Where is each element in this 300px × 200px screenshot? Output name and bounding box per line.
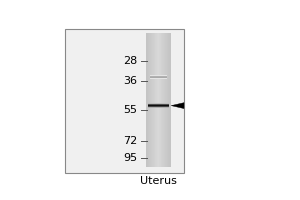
Bar	[167, 33, 168, 167]
Bar	[163, 33, 164, 167]
Bar	[150, 75, 167, 76]
Bar	[152, 33, 153, 167]
Bar	[169, 33, 171, 167]
Bar	[163, 33, 164, 167]
Bar	[148, 103, 169, 104]
Bar	[157, 33, 158, 167]
Bar	[159, 33, 160, 167]
Bar	[148, 106, 169, 107]
Bar	[154, 33, 155, 167]
Text: 72: 72	[123, 136, 137, 146]
Bar	[168, 33, 169, 167]
Bar	[149, 33, 150, 167]
Text: 28: 28	[123, 56, 137, 66]
Bar	[156, 33, 157, 167]
Bar	[150, 77, 167, 78]
Bar	[160, 33, 161, 167]
Bar	[165, 33, 166, 167]
Bar	[146, 33, 147, 167]
Bar	[149, 33, 150, 167]
Text: 36: 36	[124, 76, 137, 86]
Bar	[65, 29, 184, 173]
Bar	[151, 33, 152, 167]
Bar	[147, 33, 148, 167]
Bar	[148, 104, 169, 105]
Bar	[157, 33, 158, 167]
Bar	[165, 33, 166, 167]
Bar	[148, 106, 169, 107]
Bar	[160, 33, 161, 167]
Bar	[150, 76, 167, 77]
Bar	[166, 33, 167, 167]
Bar	[169, 33, 170, 167]
Bar	[150, 78, 167, 79]
Bar	[148, 33, 149, 167]
Text: 55: 55	[124, 105, 137, 115]
Bar	[150, 76, 167, 77]
Bar	[148, 107, 169, 108]
Bar	[148, 103, 169, 104]
Text: 95: 95	[123, 153, 137, 163]
Bar	[150, 77, 167, 78]
Bar	[164, 33, 165, 167]
Bar	[158, 33, 159, 167]
Bar	[158, 33, 159, 167]
Bar	[161, 33, 162, 167]
Bar	[168, 33, 169, 167]
Bar	[155, 33, 156, 167]
Bar	[155, 33, 156, 167]
Bar	[148, 105, 169, 106]
Bar	[151, 33, 152, 167]
Polygon shape	[171, 103, 184, 109]
Text: Uterus: Uterus	[140, 176, 177, 186]
Bar	[153, 33, 154, 167]
Bar	[148, 107, 169, 108]
Bar	[162, 33, 163, 167]
Bar	[152, 33, 153, 167]
Bar	[167, 33, 168, 167]
Bar	[148, 104, 169, 105]
Bar	[148, 105, 169, 106]
Bar	[161, 33, 162, 167]
Bar	[164, 33, 165, 167]
Bar	[150, 33, 151, 167]
